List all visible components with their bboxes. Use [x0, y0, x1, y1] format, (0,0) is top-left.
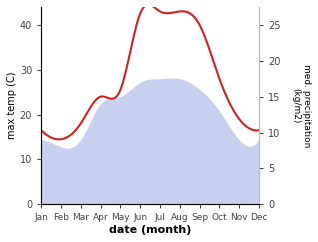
Y-axis label: max temp (C): max temp (C) — [7, 72, 17, 139]
Y-axis label: med. precipitation
(kg/m2): med. precipitation (kg/m2) — [292, 64, 311, 147]
X-axis label: date (month): date (month) — [109, 225, 191, 235]
